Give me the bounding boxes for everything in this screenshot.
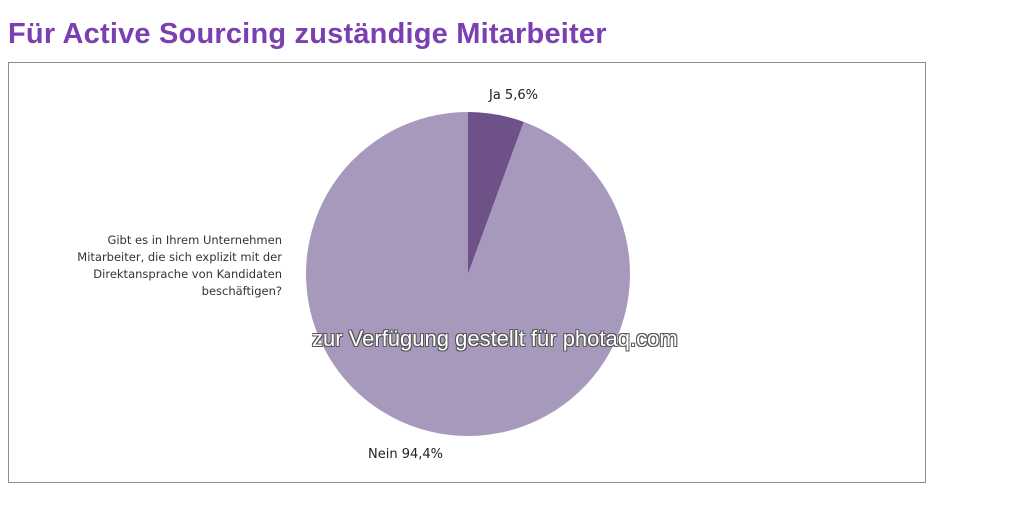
pie-slice-ja xyxy=(468,112,524,274)
slice-label-ja: Ja 5,6% xyxy=(489,88,538,103)
watermark: zur Verfügung gestellt für photaq.com xyxy=(312,326,678,351)
page-title: Für Active Sourcing zuständige Mitarbeit… xyxy=(8,18,607,50)
slice-label-nein: Nein 94,4% xyxy=(368,447,444,462)
chart-question: Gibt es in Ihrem Unternehmen Mitarbeiter… xyxy=(77,233,282,298)
pie-slice-nein xyxy=(306,112,630,437)
